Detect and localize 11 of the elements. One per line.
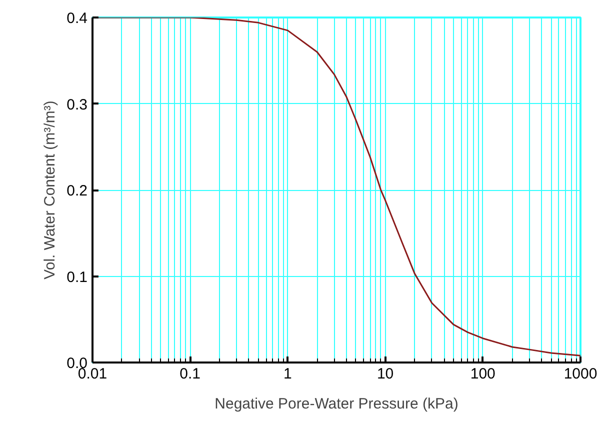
y-tick-label: 0.1 — [66, 268, 88, 286]
y-axis-title: Vol. Water Content (m³/m³) — [42, 100, 59, 280]
y-tick-label: 0.2 — [66, 182, 88, 200]
x-tick-label: 10 — [376, 366, 394, 382]
x-tick-label: 1 — [284, 366, 292, 382]
x-tick-label: 100 — [470, 366, 496, 382]
x-axis-title: Negative Pore-Water Pressure (kPa) — [214, 396, 458, 412]
y-tick-label: 0.4 — [66, 10, 88, 27]
y-tick-label: 0.3 — [66, 96, 88, 114]
x-tick-label: 1000 — [564, 366, 598, 382]
x-tick-label: 0.1 — [180, 366, 201, 382]
